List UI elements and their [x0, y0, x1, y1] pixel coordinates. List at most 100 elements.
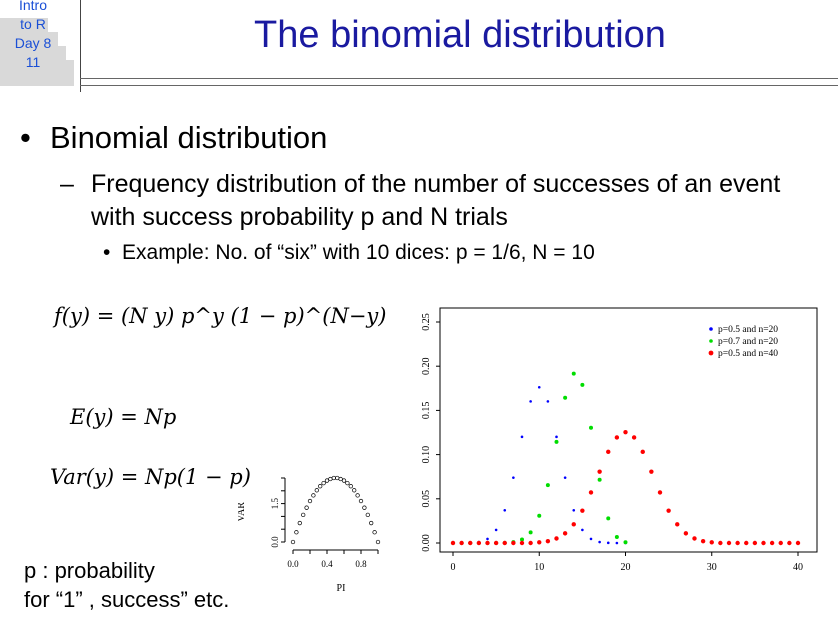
variance-point [307, 498, 313, 504]
binomial-point-series-1 [563, 476, 567, 479]
variance-point [355, 493, 360, 498]
variance-point [297, 520, 302, 526]
binomial-point-series-3 [450, 540, 456, 546]
variance-point [294, 530, 299, 535]
legend-label-2: p=0.7 and n=20 [718, 337, 778, 347]
variance-point [324, 478, 330, 483]
binomial-chart: 0 10 20 30 40 0.00 0.05 0.10 0.15 0.20 0.25 p=0.5 … [421, 307, 818, 573]
binomial-x-tick-label: 40 [793, 562, 803, 573]
binomial-point-series-2 [597, 477, 602, 482]
title-rule-top [80, 78, 838, 79]
variance-point [314, 488, 319, 493]
legend-marker-3 [708, 350, 714, 356]
binomial-point-series-3 [588, 490, 594, 495]
binomial-point-series-1 [572, 508, 576, 512]
binomial-point-series-1 [503, 508, 507, 512]
binomial-point-series-2 [589, 425, 593, 430]
probability-note: p : probability for “1” , success” etc. [24, 556, 229, 614]
binomial-point-series-1 [606, 541, 610, 545]
bullet-level-3: • Example: No. of “six” with 10 dices: p… [103, 241, 595, 265]
variance-point [369, 520, 374, 526]
note-line-2: for “1” , success” etc. [24, 587, 230, 612]
binomial-point-series-3 [761, 540, 766, 546]
binomial-y-tick-label: 0.25 [421, 313, 432, 331]
bullet-dash: – [60, 170, 74, 198]
binomial-x-tick-label: 30 [707, 562, 717, 573]
variance-point [372, 530, 377, 535]
binomial-point-series-3 [554, 536, 559, 541]
bullet-level-2-text: Frequency distribution of the number of … [91, 170, 781, 231]
binomial-point-series-1 [529, 400, 532, 403]
binomial-point-series-2 [614, 534, 619, 539]
binomial-point-series-2 [528, 530, 533, 535]
legend-marker-2 [709, 339, 713, 343]
variance-formula-text: Var(y) = Np(1 − p) [50, 465, 251, 489]
binomial-point-series-3 [735, 540, 740, 546]
variance-chart-points [290, 475, 381, 545]
bullet-level-1-text: Binomial distribution [50, 120, 328, 155]
binomial-point-series-3 [459, 540, 464, 546]
binomial-point-series-2 [545, 483, 550, 488]
binomial-point-series-3 [649, 469, 654, 474]
binomial-point-series-3 [606, 449, 611, 455]
binomial-point-series-3 [571, 522, 576, 527]
variance-chart-axes: 0.0 0.4 0.8 0.0 1.5 [270, 477, 379, 569]
binomial-point-series-2 [520, 537, 524, 542]
pmf-formula-text: f(y) = (N y) p^y (1 − p)^(N−y) [54, 304, 387, 328]
variance-point [338, 476, 343, 482]
binomial-point-series-1 [555, 435, 558, 439]
variance-point [365, 512, 370, 518]
binomial-point-series-3 [769, 540, 775, 546]
variance-point [345, 480, 350, 486]
bullet-dot: • [20, 120, 31, 155]
binomial-chart-axes: 0 10 20 30 40 0.00 0.05 0.10 0.15 0.20 0.25 [421, 313, 803, 573]
binomial-point-series-3 [623, 429, 628, 435]
binomial-point-series-3 [493, 540, 499, 546]
binomial-point-series-1 [589, 537, 593, 541]
binomial-point-series-1 [520, 435, 524, 439]
binomial-point-series-3 [511, 540, 516, 546]
bullet-level-1: • Binomial distribution [20, 120, 327, 156]
binomial-point-series-2 [537, 513, 542, 518]
binomial-point-series-3 [631, 435, 637, 440]
binomial-point-series-3 [700, 538, 706, 544]
variance-point [321, 480, 326, 486]
binomial-y-tick-label: 0.20 [421, 357, 432, 375]
legend-label-3: p=0.5 and n=40 [718, 349, 778, 359]
variance-point [328, 476, 333, 482]
variance-point [290, 539, 296, 545]
binomial-point-series-2 [623, 540, 628, 545]
binomial-point-series-3 [614, 435, 620, 440]
page-title: The binomial distribution [254, 14, 666, 56]
binomial-y-tick-label: 0.15 [421, 402, 432, 420]
badge-line-2: to R [20, 16, 46, 32]
binomial-y-tick-label: 0.10 [421, 446, 432, 464]
binomial-point-series-3 [528, 540, 533, 546]
binomial-point-series-3 [675, 522, 680, 527]
variance-x-tick-label: 0.4 [321, 559, 333, 569]
variance-point [301, 512, 306, 518]
badge-divider [80, 0, 81, 92]
badge-line-1: Intro [18, 0, 47, 13]
binomial-point-series-3 [640, 449, 645, 455]
binomial-point-series-1 [537, 385, 541, 389]
binomial-chart-frame [439, 307, 818, 553]
variance-chart-ylabel: VAR [238, 502, 247, 522]
binomial-point-series-3 [778, 540, 783, 546]
variance-point [311, 493, 316, 498]
binomial-point-series-3 [744, 540, 749, 546]
binomial-point-series-2 [580, 382, 585, 387]
variance-formula: Var(y) = Np(1 − p) [50, 465, 251, 489]
binomial-point-series-1 [615, 541, 619, 545]
variance-x-tick-label: 0.8 [355, 559, 367, 569]
binomial-point-series-3 [468, 540, 473, 546]
binomial-point-series-2 [606, 516, 611, 521]
binomial-point-series-3 [597, 469, 602, 474]
binomial-point-series-3 [545, 538, 551, 544]
binomial-point-series-2 [571, 371, 576, 376]
bullet-level-3-text: Example: No. of “six” with 10 dices: p =… [122, 241, 595, 264]
binomial-point-series-3 [562, 531, 568, 536]
mean-formula-text: E(y) = Np [70, 405, 177, 429]
variance-point [341, 478, 347, 483]
binomial-x-tick-label: 10 [534, 562, 544, 573]
